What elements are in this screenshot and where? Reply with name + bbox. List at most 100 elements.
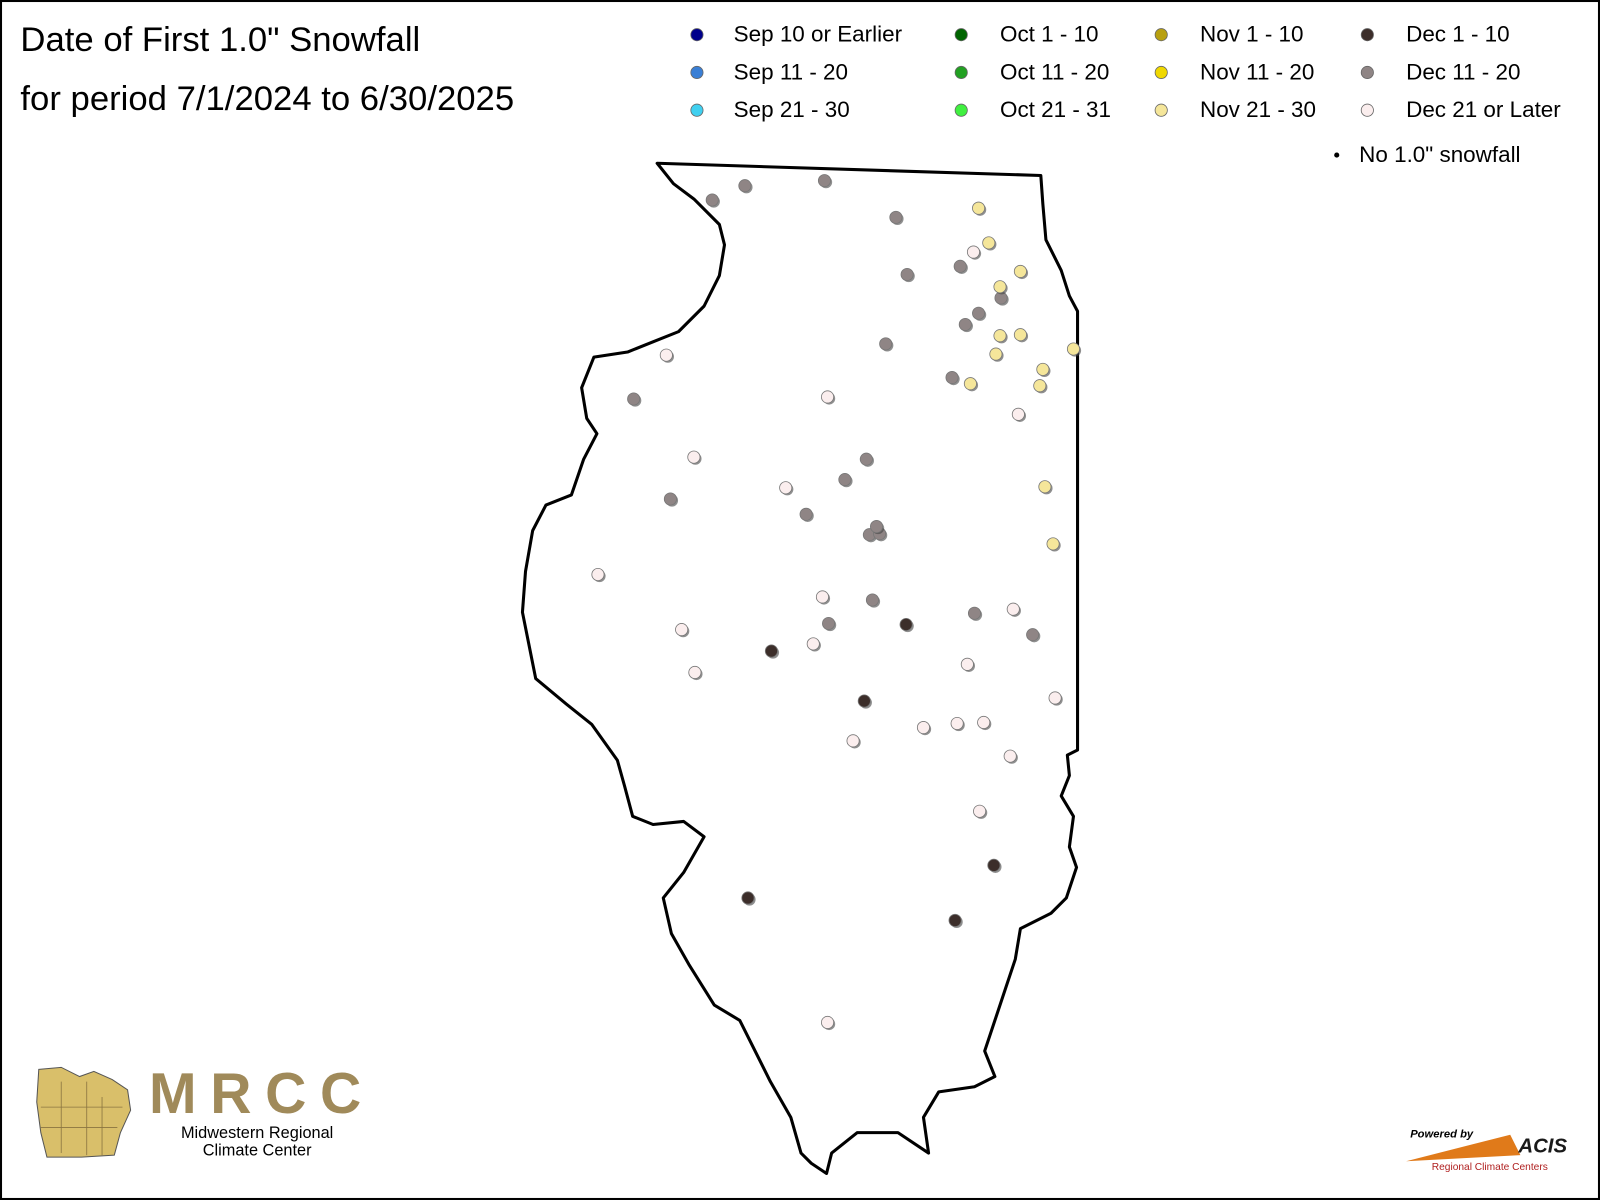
station-marker [870,520,884,534]
station-marker [948,913,962,927]
station-marker [1013,264,1027,278]
acis-swoosh [1406,1134,1521,1162]
station-marker [627,392,641,406]
mrcc-line2: Climate Center [203,1141,312,1159]
station-marker [966,245,980,259]
no-snowfall-marker [1334,152,1340,158]
station-marker [806,637,820,651]
station-marker [815,590,829,604]
legend-marker [690,28,704,42]
station-marker [1003,749,1017,763]
legend-label: Oct 21 - 31 [1000,97,1111,122]
station-marker [591,567,605,582]
station-marker [741,891,755,905]
station-marker [799,507,813,521]
legend-label: Nov 1 - 10 [1200,22,1304,47]
legend: Sep 10 or Earlier Sep 11 - 20 Sep 21 - 30 O… [690,22,1561,122]
legend-label: Sep 21 - 30 [734,97,850,122]
station-marker [859,452,873,466]
station-marker [950,716,964,730]
station-marker [963,377,977,391]
station-marker [822,616,836,630]
mrcc-line1: Midwestern Regional [181,1124,333,1142]
station-marker [821,390,835,404]
station-marker [972,306,986,320]
legend-marker [1360,65,1374,79]
station-marker [821,1015,835,1029]
legend-marker [954,103,968,117]
station-marker [1011,407,1025,421]
station-marker [865,593,879,607]
station-marker [846,734,860,748]
station-marker [659,348,673,362]
station-marker [687,450,701,464]
acis-logo: Powered by ACIS Regional Climate Centers [1406,1129,1567,1173]
station-marker [889,210,903,224]
subtitle: for period 7/1/2024 to 6/30/2025 [20,80,514,118]
station-marker [817,174,832,188]
legend-label: Oct 11 - 20 [1000,59,1109,84]
legend-label: Dec 11 - 20 [1406,59,1520,84]
legend-label: Oct 1 - 10 [1000,22,1099,47]
station-marker [973,804,987,818]
legend-label: Nov 21 - 30 [1200,97,1316,122]
station-marker [1033,379,1047,393]
station-marker [967,606,982,620]
region-map [36,1066,132,1158]
station-marker [1066,342,1081,356]
legend-label: Dec 1 - 10 [1406,22,1510,47]
acis-tagline: Regional Climate Centers [1432,1162,1548,1173]
station-marker [1006,602,1020,616]
acis-name: ACIS [1517,1135,1567,1157]
legend-marker [954,28,968,42]
station-marker [1038,480,1052,494]
station-marker [982,236,996,250]
legend-label: Nov 11 - 20 [1200,59,1314,84]
station-marker [993,280,1007,294]
station-marker [958,317,972,332]
legend-marker [690,103,704,117]
station-marker [1048,691,1062,705]
legend-marker [1360,28,1374,42]
legend-marker [1360,103,1374,117]
station-marker [779,481,793,495]
state-outline [520,161,1080,1176]
legend-marker [1154,103,1168,117]
station-marker [972,201,986,215]
station-marker [688,665,702,679]
legend-marker [690,65,704,79]
station-marker [953,259,967,273]
state-lines [40,1081,123,1156]
station-marker [989,347,1003,361]
no-snowfall-label: No 1.0" snowfall [1359,142,1520,167]
legend-marker [954,65,968,79]
station-marker [977,715,991,729]
station-marker [945,371,959,385]
station-marker [900,267,914,282]
station-marker [993,329,1007,343]
legend-marker [1154,65,1168,79]
title: Date of First 1.0" Snowfall [20,21,420,59]
station-marker [705,193,719,207]
stations [591,174,1082,1031]
legend-marker [1154,28,1168,42]
station-marker [738,179,752,193]
station-marker [663,492,677,506]
station-marker [1036,362,1050,376]
legend-label: Dec 21 or Later [1406,97,1561,122]
station-marker [1013,328,1027,342]
station-marker [960,657,974,671]
acis-powered-by: Powered by [1410,1129,1474,1141]
station-marker [916,721,930,735]
legend-label: Sep 11 - 20 [734,59,848,84]
station-marker [764,644,778,658]
legend-label: Sep 10 or Earlier [734,22,903,47]
station-marker [1046,537,1060,551]
station-marker [857,694,871,708]
station-marker [987,858,1001,872]
station-marker [879,337,893,351]
station-marker [1026,628,1040,642]
station-marker [899,617,913,632]
